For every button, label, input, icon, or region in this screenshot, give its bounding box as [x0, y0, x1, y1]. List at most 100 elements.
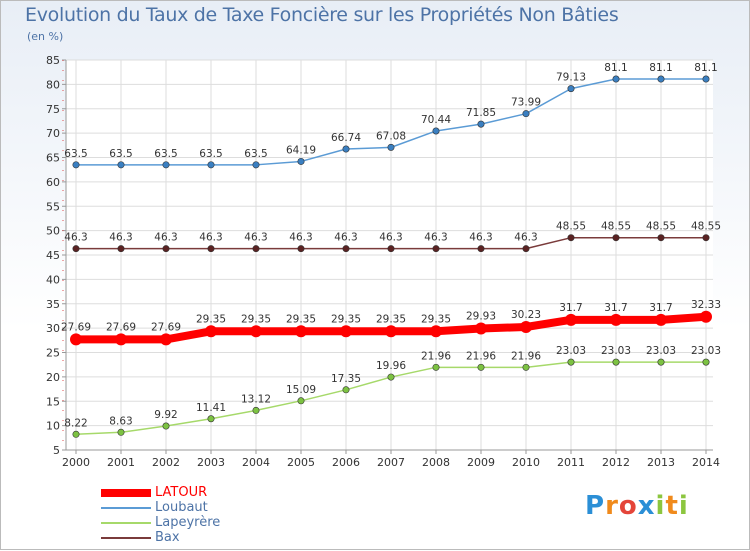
data-point [297, 397, 305, 405]
data-label: 27.69 [61, 321, 91, 333]
data-point [387, 373, 395, 381]
data-label: 11.41 [196, 402, 226, 414]
data-label: 46.3 [244, 232, 267, 244]
data-point [477, 363, 485, 371]
data-label: 46.3 [379, 232, 402, 244]
data-label: 17.35 [331, 373, 361, 385]
data-label: 46.3 [424, 232, 447, 244]
legend-label: Bax [155, 530, 180, 545]
data-point [250, 325, 262, 338]
legend-item-bax: Bax [101, 530, 301, 545]
data-label: 31.7 [649, 302, 672, 314]
legend-item-lapeyrère: Lapeyrère [101, 515, 301, 530]
data-label: 48.55 [601, 221, 631, 233]
data-label: 71.85 [466, 107, 496, 119]
y-tick-label: 55 [46, 200, 60, 213]
data-label: 73.99 [511, 97, 541, 109]
data-point [565, 313, 577, 326]
data-label: 46.3 [514, 232, 537, 244]
data-label: 9.92 [154, 409, 177, 421]
data-point [207, 245, 215, 253]
x-tick-label: 2000 [62, 456, 90, 469]
y-tick-label: 80 [46, 78, 60, 91]
data-label: 30.23 [511, 309, 541, 321]
data-point [522, 363, 530, 371]
data-label: 29.35 [376, 313, 406, 325]
data-point [387, 245, 395, 253]
data-point [612, 358, 620, 366]
data-label: 63.5 [244, 148, 267, 160]
x-tick-label: 2005 [287, 456, 315, 469]
legend-label: Lapeyrère [155, 515, 221, 530]
data-label: 46.3 [334, 232, 357, 244]
data-label: 63.5 [109, 148, 132, 160]
y-tick-label: 35 [46, 298, 60, 311]
data-point [567, 85, 575, 93]
data-label: 29.35 [196, 313, 226, 325]
data-point [117, 161, 125, 169]
data-point [70, 333, 82, 346]
x-tick-label: 2003 [197, 456, 225, 469]
data-label: 21.96 [466, 350, 496, 362]
data-label: 23.03 [646, 345, 676, 357]
data-label: 23.03 [601, 345, 631, 357]
data-point [522, 245, 530, 253]
data-point [297, 245, 305, 253]
chart-unit-label: (en %) [27, 30, 64, 43]
data-label: 48.55 [646, 221, 676, 233]
data-point [162, 161, 170, 169]
data-point [160, 333, 172, 346]
y-tick-label: 70 [46, 127, 60, 140]
data-label: 48.55 [556, 221, 586, 233]
legend-item-loubaut: Loubaut [101, 500, 301, 515]
data-point [610, 313, 622, 326]
data-label: 63.5 [64, 148, 87, 160]
data-point [432, 363, 440, 371]
y-tick-label: 50 [46, 225, 60, 238]
data-point [342, 145, 350, 153]
data-label: 46.3 [109, 232, 132, 244]
data-point [655, 313, 667, 326]
data-label: 21.96 [421, 350, 451, 362]
data-label: 81.1 [694, 62, 717, 74]
y-tick-label: 30 [46, 322, 60, 335]
data-point [477, 120, 485, 128]
data-point [520, 321, 532, 334]
data-point [657, 234, 665, 242]
x-tick-label: 2001 [107, 456, 135, 469]
data-point [700, 310, 712, 323]
data-point [612, 75, 620, 83]
proxiti-logo: Proxiti [585, 491, 689, 521]
data-label: 70.44 [421, 114, 451, 126]
data-label: 32.33 [691, 299, 721, 311]
y-tick-label: 40 [46, 273, 60, 286]
data-point [702, 234, 710, 242]
data-point [252, 245, 260, 253]
data-label: 29.35 [421, 313, 451, 325]
data-label: 48.55 [691, 221, 721, 233]
legend-label: LATOUR [155, 485, 208, 500]
data-point [387, 143, 395, 151]
data-label: 46.3 [469, 232, 492, 244]
data-label: 81.1 [649, 62, 672, 74]
data-point [477, 245, 485, 253]
y-tick-label: 20 [46, 371, 60, 384]
x-tick-label: 2004 [242, 456, 270, 469]
data-point [475, 322, 487, 335]
data-point [72, 430, 80, 438]
legend-label: Loubaut [155, 500, 208, 515]
data-label: 46.3 [64, 232, 87, 244]
data-point [205, 325, 217, 338]
data-point [117, 245, 125, 253]
data-point [522, 110, 530, 118]
data-point [432, 245, 440, 253]
data-label: 13.12 [241, 393, 271, 405]
y-tick-label: 5 [53, 444, 60, 457]
data-point [115, 333, 127, 346]
data-point [430, 325, 442, 338]
data-point [612, 234, 620, 242]
data-label: 15.09 [286, 384, 316, 396]
x-tick-label: 2009 [467, 456, 495, 469]
